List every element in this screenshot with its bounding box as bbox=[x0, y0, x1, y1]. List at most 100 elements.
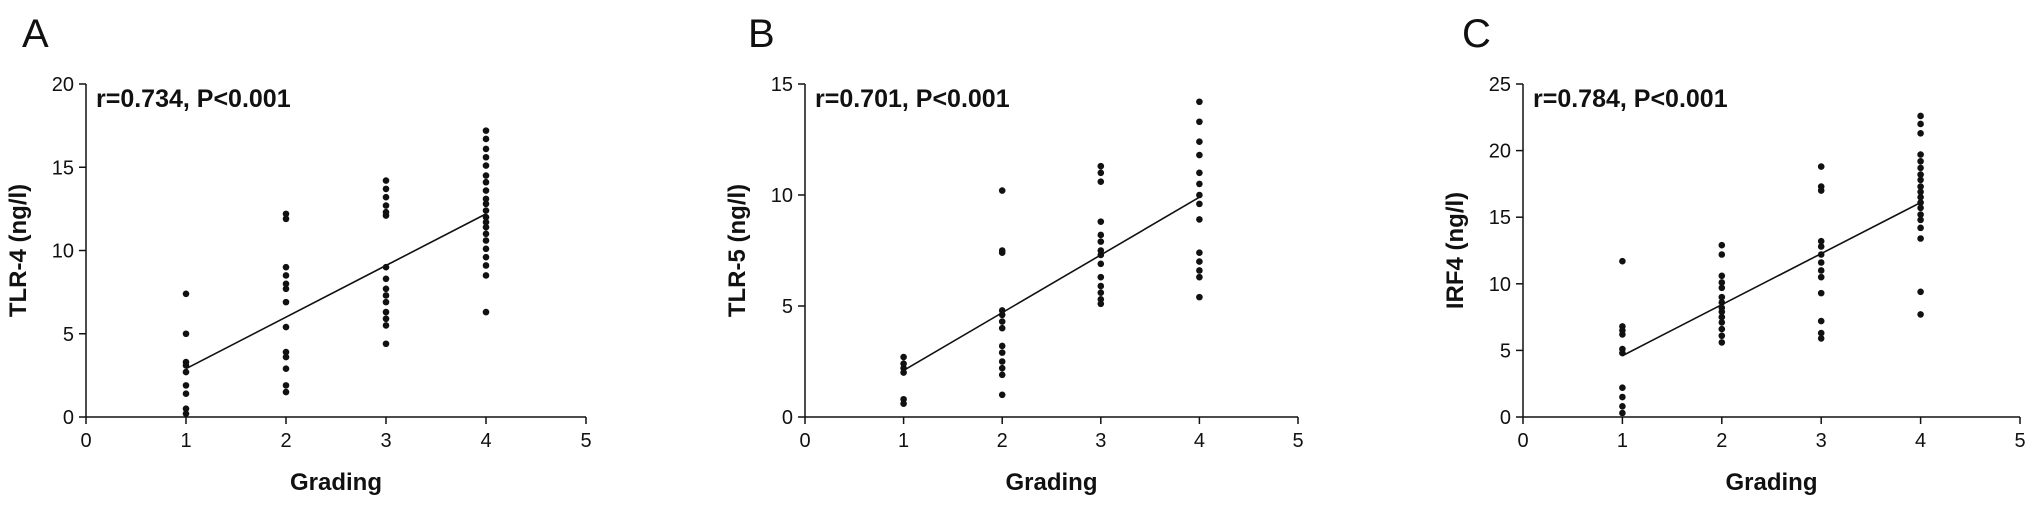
data-point bbox=[482, 162, 490, 169]
data-point bbox=[1196, 249, 1203, 257]
data-point bbox=[282, 285, 290, 293]
data-point bbox=[1097, 231, 1105, 239]
data-point bbox=[282, 382, 290, 389]
data-point bbox=[182, 368, 190, 376]
data-point bbox=[1917, 171, 1924, 178]
y-axis-title: TLR-4 (ng/l) bbox=[5, 184, 32, 317]
y-tick-label: 5 bbox=[1500, 340, 1511, 362]
data-point bbox=[382, 292, 390, 299]
data-point bbox=[1097, 282, 1105, 290]
x-tick-label: 0 bbox=[80, 430, 91, 452]
x-tick-label: 1 bbox=[180, 430, 191, 452]
data-point bbox=[1917, 311, 1924, 318]
data-point bbox=[1619, 409, 1626, 417]
correlation-annotation: r=0.734, P<0.001 bbox=[96, 85, 291, 113]
data-point bbox=[482, 262, 490, 269]
x-axis-title: Grading bbox=[290, 469, 382, 496]
data-point bbox=[1196, 191, 1203, 199]
x-tick-label: 1 bbox=[898, 430, 909, 452]
data-point bbox=[382, 263, 390, 271]
y-tick-label: 10 bbox=[52, 241, 74, 263]
data-point bbox=[1917, 288, 1924, 296]
y-tick-label: 0 bbox=[63, 407, 74, 429]
chart-panel-a: A 0 5 10 15 20 0 1 2 3 4 5 Grading TLR-4 (ng/l) r=0.73… bbox=[5, 12, 592, 496]
data-point bbox=[1817, 317, 1825, 325]
data-point bbox=[482, 153, 490, 161]
data-point bbox=[1097, 273, 1105, 281]
y-tick-label: 10 bbox=[1489, 274, 1511, 296]
data-point bbox=[998, 349, 1006, 356]
data-point bbox=[1196, 180, 1203, 188]
data-point bbox=[998, 342, 1006, 350]
data-point bbox=[282, 353, 290, 361]
data-point bbox=[1917, 176, 1924, 184]
data-point bbox=[1097, 238, 1105, 245]
x-tick-label: 1 bbox=[1617, 430, 1628, 452]
x-tick-label: 5 bbox=[580, 430, 591, 452]
data-point bbox=[1718, 251, 1726, 258]
data-point bbox=[1917, 112, 1924, 120]
data-point bbox=[1196, 293, 1203, 301]
data-point bbox=[1196, 258, 1203, 265]
data-point bbox=[998, 187, 1006, 194]
x-tick-label: 3 bbox=[1095, 430, 1106, 452]
data-point bbox=[482, 253, 490, 261]
data-point bbox=[282, 280, 290, 288]
data-point bbox=[998, 311, 1006, 319]
data-point bbox=[482, 218, 490, 226]
data-point bbox=[382, 177, 390, 184]
data-point bbox=[1196, 216, 1203, 223]
data-point bbox=[382, 285, 390, 293]
data-point bbox=[382, 298, 390, 306]
data-point bbox=[1718, 293, 1726, 301]
x-tick-label: 3 bbox=[380, 430, 391, 452]
data-point bbox=[998, 318, 1006, 325]
y-tick-label: 0 bbox=[782, 407, 793, 429]
y-tick-label: 20 bbox=[52, 74, 74, 96]
data-point bbox=[282, 388, 290, 396]
data-point bbox=[382, 308, 390, 316]
data-point bbox=[482, 127, 490, 134]
data-point bbox=[482, 135, 490, 143]
data-point bbox=[1097, 178, 1105, 185]
data-point bbox=[182, 290, 190, 298]
data-point bbox=[482, 223, 490, 231]
data-point bbox=[482, 213, 490, 221]
data-point bbox=[1718, 319, 1726, 326]
data-point bbox=[382, 315, 390, 323]
data-point bbox=[1196, 138, 1203, 146]
data-point bbox=[900, 353, 907, 361]
panel-letter: C bbox=[1462, 12, 1491, 56]
x-tick-label: 2 bbox=[997, 430, 1008, 452]
data-point bbox=[1817, 289, 1825, 297]
data-point bbox=[1718, 299, 1726, 306]
data-point bbox=[1619, 331, 1626, 338]
x-tick-label: 4 bbox=[1915, 430, 1926, 452]
data-point bbox=[182, 330, 190, 338]
data-point bbox=[1917, 120, 1924, 128]
data-point bbox=[1619, 393, 1626, 401]
data-point bbox=[282, 365, 290, 373]
x-axis-title: Grading bbox=[1005, 469, 1097, 496]
data-point bbox=[1718, 339, 1726, 346]
data-point bbox=[482, 245, 490, 253]
data-point bbox=[282, 272, 290, 279]
y-tick-label: 10 bbox=[771, 185, 793, 207]
data-point bbox=[900, 369, 907, 376]
data-point bbox=[1917, 211, 1924, 218]
data-point bbox=[182, 382, 190, 389]
data-point bbox=[1917, 224, 1924, 232]
data-point bbox=[1817, 187, 1825, 194]
data-point bbox=[1817, 335, 1825, 342]
x-tick-label: 4 bbox=[480, 430, 491, 452]
y-tick-label: 5 bbox=[63, 324, 74, 346]
data-point bbox=[1196, 98, 1203, 106]
data-point bbox=[482, 187, 490, 194]
chart-panel-c: C 0 5 10 15 20 25 0 1 2 3 4 5 Grading IRF4 (ng/l) r=0.7… bbox=[1442, 12, 2026, 496]
data-point bbox=[382, 340, 390, 348]
x-axis-title: Grading bbox=[1725, 469, 1817, 496]
data-point bbox=[1718, 241, 1726, 249]
data-point bbox=[1619, 384, 1626, 391]
data-point bbox=[1619, 349, 1626, 357]
